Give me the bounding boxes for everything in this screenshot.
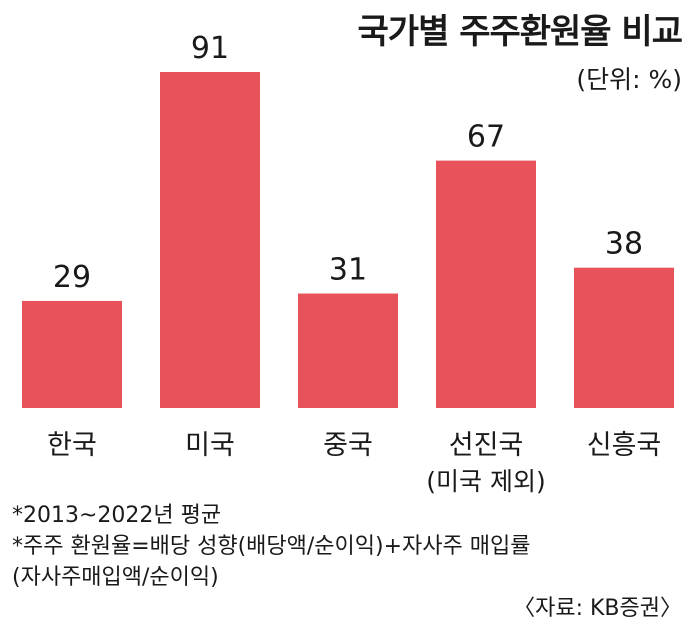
- bar-2: [160, 72, 260, 408]
- value-label-5: 38: [605, 227, 643, 262]
- bar-5: [574, 267, 674, 408]
- category-label-3: 중국: [323, 430, 373, 461]
- footnote-period: *2013~2022년 평균: [12, 503, 222, 528]
- value-label-1: 29: [53, 260, 91, 295]
- chart-title: 국가별 주주환원율 비교: [357, 12, 683, 52]
- footnote-definition-cont: (자사주매입액/순이익): [12, 565, 219, 590]
- category-label-4: 선진국: [449, 430, 524, 461]
- footnotes: *2013~2022년 평균 *주주 환원율=배당 성향(배당액/순이익)+자사…: [12, 500, 530, 593]
- category-label-1: 한국: [47, 430, 97, 461]
- bar-4: [436, 160, 536, 408]
- footnote-definition: *주주 환원율=배당 성향(배당액/순이익)+자사주 매입률: [12, 534, 531, 559]
- unit-label: (단위: %): [576, 65, 682, 94]
- bar-3: [298, 293, 398, 408]
- category-sublabel-4: (미국 제외): [426, 467, 545, 496]
- source-label: 〈자료: KB증권〉: [513, 596, 682, 621]
- category-label-2: 미국: [185, 430, 235, 461]
- value-label-2: 91: [191, 31, 229, 66]
- bar-chart: 29 한국 91 미국 31 중국 67 선진국 (미국 제외) 38 신흥국: [22, 31, 674, 496]
- value-label-3: 31: [329, 253, 367, 288]
- bar-1: [22, 300, 122, 408]
- value-label-4: 67: [467, 120, 505, 155]
- category-label-5: 신흥국: [587, 430, 662, 461]
